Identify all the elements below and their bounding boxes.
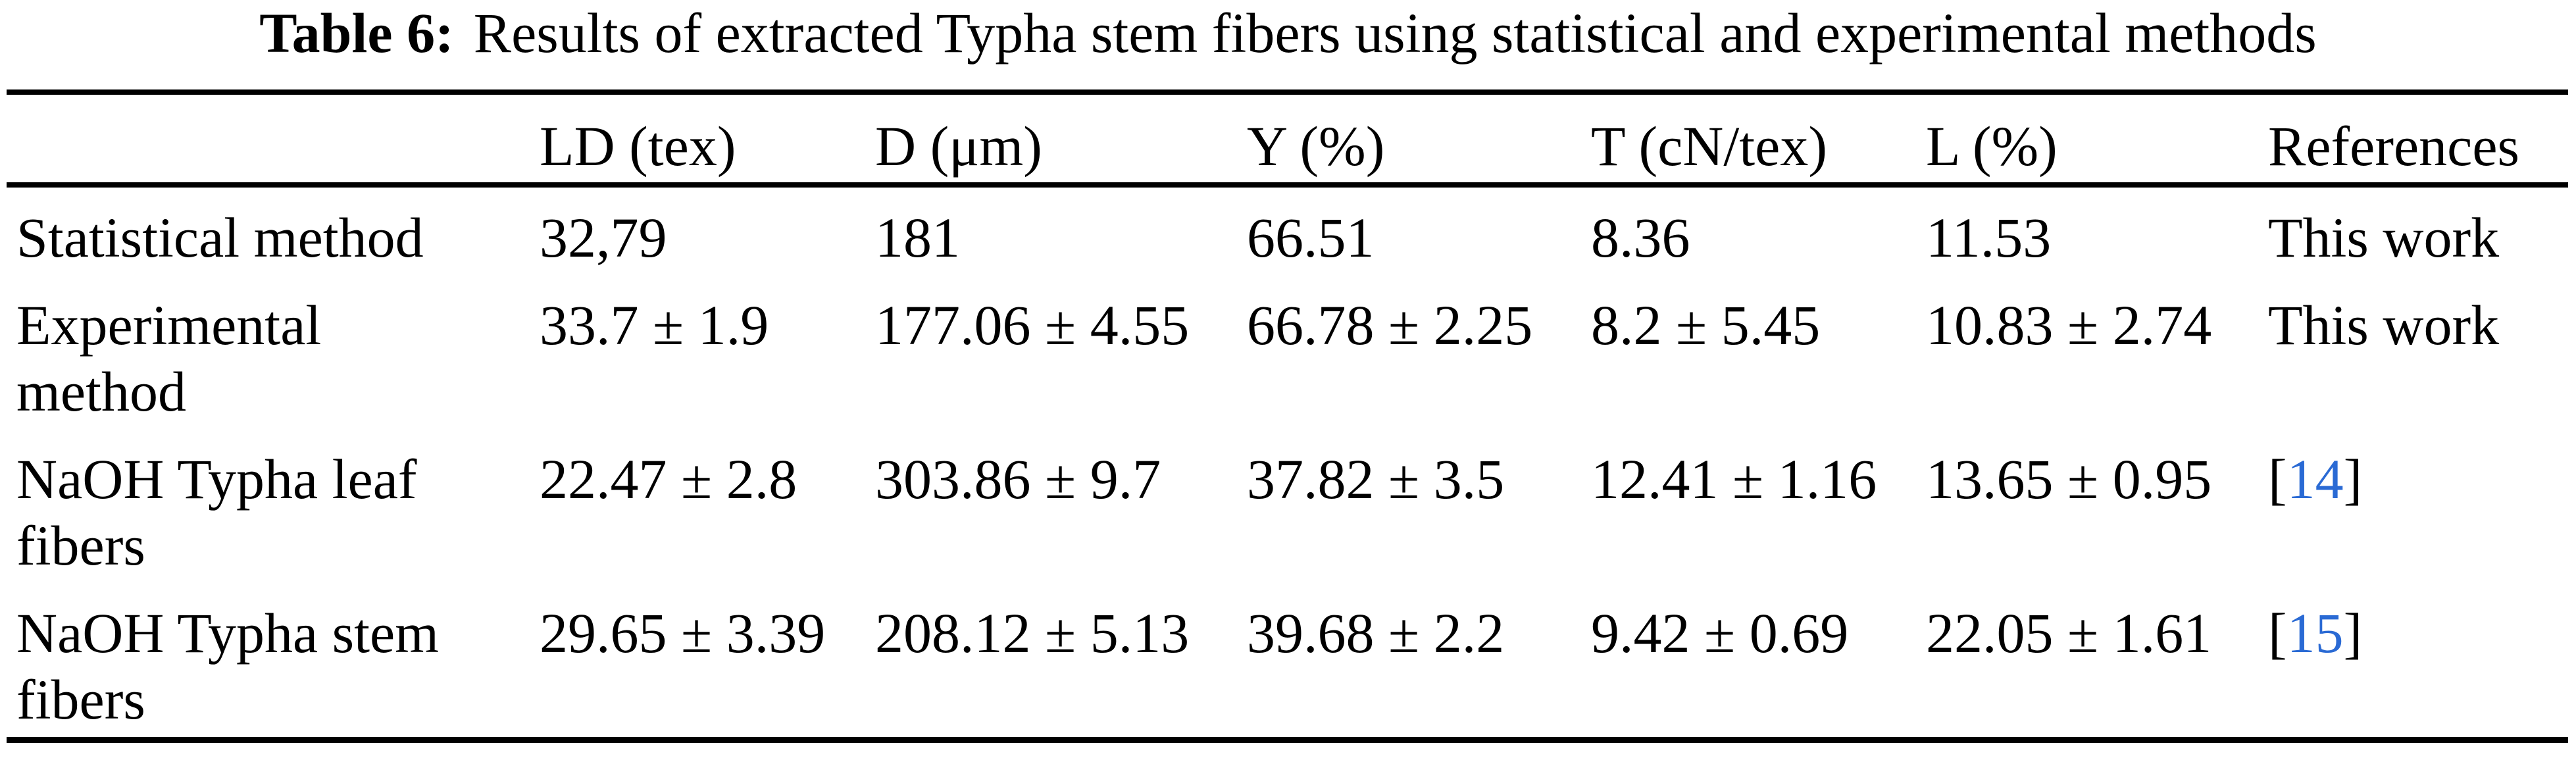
cell-reference: This work: [2268, 185, 2568, 275]
cell-ld: 29.65 ± 3.39: [540, 601, 826, 665]
row-label-line: fibers: [16, 514, 145, 577]
cell-d: 181: [875, 206, 960, 269]
table-row: NaOH Typha leaf fibers 22.47 ± 2.8 303.8…: [7, 429, 2568, 583]
column-header-references: References: [2268, 92, 2568, 188]
cell-l: 13.65 ± 0.95: [1926, 447, 2212, 511]
cell-l: 10.83 ± 2.74: [1926, 293, 2212, 357]
citation-link-14[interactable]: 14: [2286, 447, 2344, 511]
results-table: LD (tex) D (μm) Y (%) T (cN/tex) L (%) R…: [7, 89, 2568, 743]
reference-text: This work: [2268, 293, 2500, 357]
cell-t: 8.36: [1591, 206, 1690, 269]
column-header-y-pct: Y (%): [1247, 92, 1591, 188]
table-caption-label: Table 6:: [259, 1, 454, 64]
table-row: Statistical method 32,79 181 66.51 8.36 …: [7, 185, 2568, 275]
cell-ld: 32,79: [540, 206, 667, 269]
cell-y: 66.78 ± 2.25: [1247, 293, 1533, 357]
citation-bracket: ]: [2343, 447, 2363, 511]
cell-l: 11.53: [1926, 206, 2052, 269]
row-label: NaOH Typha leaf fibers: [7, 429, 540, 583]
row-label-line: NaOH Typha stem: [16, 601, 440, 665]
row-label-line: method: [16, 360, 186, 423]
cell-t: 9.42 ± 0.69: [1591, 601, 1849, 665]
row-label-line: fibers: [16, 668, 145, 731]
cell-ld: 22.47 ± 2.8: [540, 447, 797, 511]
cell-t: 12.41 ± 1.16: [1591, 447, 1877, 511]
row-label: Statistical method: [7, 185, 540, 275]
column-header-d-um: D (μm): [875, 92, 1247, 188]
cell-reference: [14]: [2268, 429, 2568, 583]
citation-link-15[interactable]: 15: [2286, 601, 2344, 665]
cell-y: 39.68 ± 2.2: [1247, 601, 1505, 665]
row-label-line: NaOH Typha leaf: [16, 447, 417, 511]
column-header-spacer: [7, 92, 540, 188]
row-label: Experimental method: [7, 275, 540, 429]
column-header-t-cntex: T (cN/tex): [1591, 92, 1926, 188]
table-row: Experimental method 33.7 ± 1.9 177.06 ± …: [7, 275, 2568, 429]
cell-d: 177.06 ± 4.55: [875, 293, 1190, 357]
cell-y: 66.51: [1247, 206, 1375, 269]
column-header-ld-tex: LD (tex): [540, 92, 875, 188]
paper-page: { "title": { "label": "Table 6:", "text"…: [0, 3, 2576, 762]
cell-reference: This work: [2268, 275, 2568, 429]
cell-t: 8.2 ± 5.45: [1591, 293, 1821, 357]
row-label-line: Experimental: [16, 293, 322, 357]
row-label: NaOH Typha stem fibers: [7, 583, 540, 740]
row-label-line: Statistical method: [16, 206, 424, 269]
citation-bracket: [: [2268, 447, 2287, 511]
reference-text: This work: [2268, 206, 2500, 269]
table-caption-text: Results of extracted Typha stem fibers u…: [473, 1, 2317, 64]
citation-bracket: ]: [2343, 601, 2363, 665]
cell-l: 22.05 ± 1.61: [1926, 601, 2212, 665]
header-row: LD (tex) D (μm) Y (%) T (cN/tex) L (%) R…: [7, 92, 2568, 188]
column-header-l-pct: L (%): [1926, 92, 2268, 188]
cell-d: 303.86 ± 9.7: [875, 447, 1161, 511]
cell-ld: 33.7 ± 1.9: [540, 293, 769, 357]
cell-y: 37.82 ± 3.5: [1247, 447, 1505, 511]
citation-bracket: [: [2268, 601, 2287, 665]
table-row: NaOH Typha stem fibers 29.65 ± 3.39 208.…: [7, 583, 2568, 740]
cell-d: 208.12 ± 5.13: [875, 601, 1190, 665]
cell-reference: [15]: [2268, 583, 2568, 740]
table-caption: Table 6: Results of extracted Typha stem …: [0, 3, 2576, 63]
